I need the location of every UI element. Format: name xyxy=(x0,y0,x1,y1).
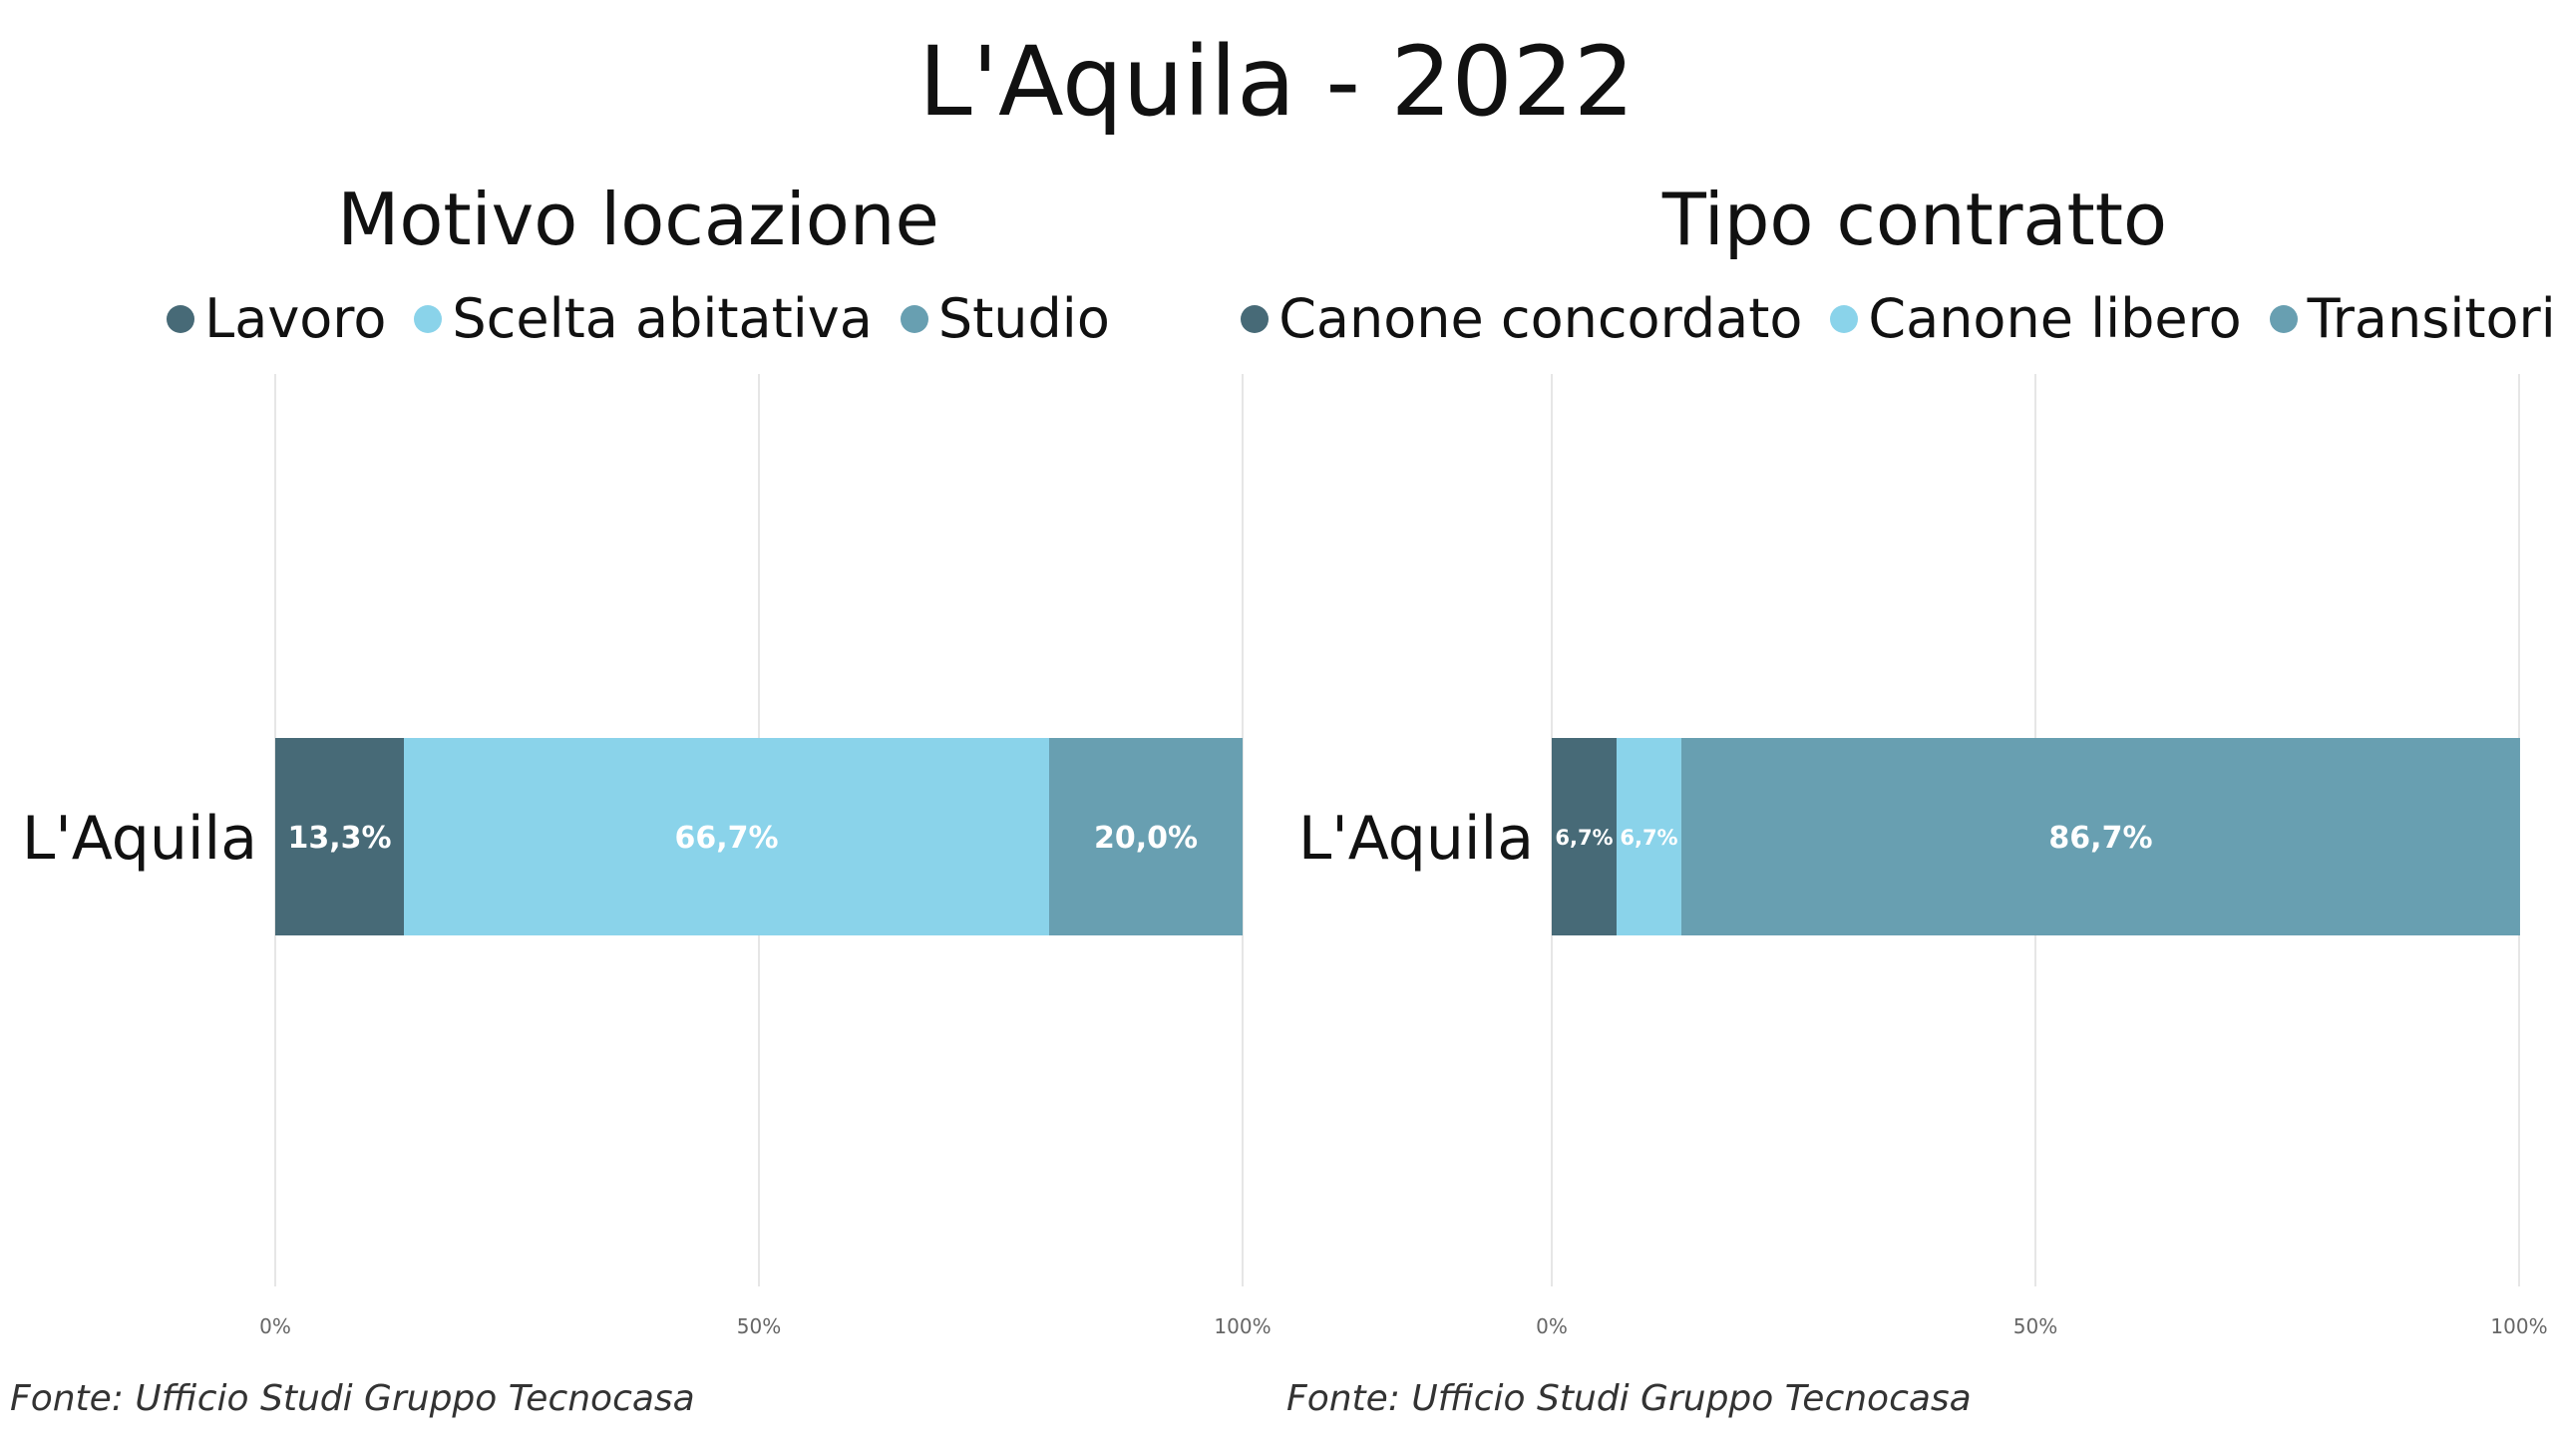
legend-swatch xyxy=(2269,305,2298,333)
legend-label: Canone libero xyxy=(1868,287,2242,350)
bar-chart: 0% 50% 100% L'Aquila 6,7% 6,7% 86,7% xyxy=(1298,374,2548,1338)
y-category-label: L'Aquila xyxy=(22,804,257,874)
chart-legend: Lavoro Scelta abitativa Studio xyxy=(0,284,1276,354)
page-title: L'Aquila - 2022 xyxy=(918,26,1635,138)
chart-panel-motivo-locazione: Motivo locazione Lavoro Scelta abitativa… xyxy=(0,0,1276,1456)
x-tick-label: 0% xyxy=(1536,1314,1568,1338)
legend-label: Lavoro xyxy=(204,287,387,350)
legend-item: Scelta abitativa xyxy=(414,284,873,354)
legend-swatch xyxy=(1241,305,1270,333)
bar-segment xyxy=(1552,738,1617,935)
legend-item: Canone concordato xyxy=(1241,284,1802,354)
x-tick-label: 100% xyxy=(1214,1314,1271,1338)
source-note: Fonte: Ufficio Studi Gruppo Tecnocasa xyxy=(10,1378,695,1419)
legend-label: Canone concordato xyxy=(1278,287,1803,350)
legend-swatch xyxy=(167,305,195,333)
x-tick-label: 50% xyxy=(2013,1314,2057,1338)
bar-segment xyxy=(1616,738,1681,935)
data-label: 20,0% xyxy=(1094,821,1198,856)
x-tick-label: 50% xyxy=(737,1314,781,1338)
data-label: 13,3% xyxy=(287,821,391,856)
legend-swatch xyxy=(414,305,443,333)
legend-item: Studio xyxy=(900,284,1110,354)
legend-swatch xyxy=(900,305,928,333)
data-label: 6,7% xyxy=(1620,826,1677,850)
legend-label: Scelta abitativa xyxy=(452,287,873,350)
bar-segment xyxy=(404,738,1049,935)
legend-label: Studio xyxy=(937,287,1110,350)
bar-segment xyxy=(1049,738,1243,935)
x-tick-label: 100% xyxy=(2490,1314,2547,1338)
bar-segment xyxy=(275,738,405,935)
bar-segment xyxy=(1680,738,2520,935)
chart-legend: Canone concordato Canone libero Transito… xyxy=(1241,284,2553,354)
legend-swatch xyxy=(1830,305,1859,333)
source-note: Fonte: Ufficio Studi Gruppo Tecnocasa xyxy=(1286,1378,1972,1419)
legend-item: Canone libero xyxy=(1830,284,2242,354)
y-category-label: L'Aquila xyxy=(1298,804,1534,874)
chart-panel-tipo-contratto: Tipo contratto Canone concordato Canone … xyxy=(1241,0,2553,1456)
x-tick-label: 0% xyxy=(259,1314,291,1338)
data-label: 66,7% xyxy=(674,821,778,856)
legend-label: Transitorio xyxy=(2307,287,2553,350)
bar-chart: 0% 50% 100% L'Aquila 13,3% 66,7% 20,0% xyxy=(22,374,1272,1338)
chart-title: Tipo contratto xyxy=(1661,178,2168,261)
data-label: 86,7% xyxy=(2048,821,2152,856)
legend-item: Transitorio xyxy=(2269,284,2553,354)
chart-title: Motivo locazione xyxy=(337,178,939,261)
data-label: 6,7% xyxy=(1555,826,1613,850)
legend-item: Lavoro xyxy=(167,284,386,354)
